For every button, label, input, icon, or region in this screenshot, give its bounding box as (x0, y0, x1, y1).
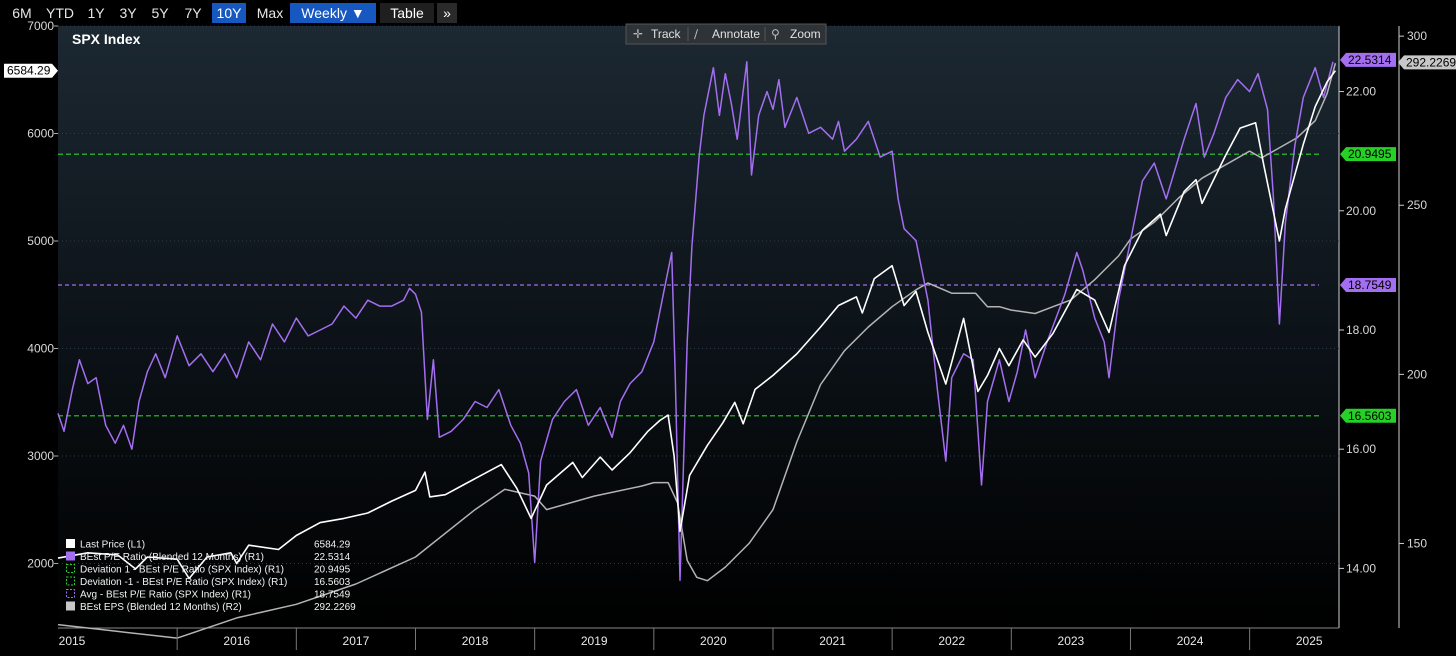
x-tick-label: 2020 (700, 634, 727, 648)
legend-value: 16.5603 (314, 577, 351, 588)
range-6m-button[interactable]: 6M (12, 5, 32, 21)
range-3y-button[interactable]: 3Y (119, 5, 137, 21)
legend-entry: Deviation -1 - BEst P/E Ratio (SPX Index… (66, 576, 351, 588)
x-tick-label: 2023 (1058, 634, 1085, 648)
legend-label: Deviation 1 - BEst P/E Ratio (SPX Index)… (80, 565, 284, 576)
legend-swatch (66, 576, 75, 586)
plot-background (58, 26, 1339, 628)
value-badges: 6584.29 22.5314 20.9495 18.7549 16.5603 292.2… (4, 52, 1456, 423)
pencil-icon: ∕ (694, 27, 699, 41)
right-axis-eps-ticks: 150 200 250 300 (1398, 26, 1427, 628)
crosshair-icon: ✛ (633, 27, 643, 41)
eps-tick-label: 250 (1407, 198, 1427, 212)
last-price-badge: 6584.29 (4, 63, 58, 78)
last-price-line (57, 70, 1337, 580)
avg-pe-badge: 18.7549 (1340, 277, 1396, 292)
legend-label: Last Price (L1) (80, 540, 145, 551)
eps-line (57, 63, 1337, 639)
legend-label: BEst EPS (Blended 12 Months) (R2) (80, 602, 242, 613)
left-tick-label: 2000 (27, 557, 54, 571)
annotate-label: Annotate (712, 27, 760, 41)
legend-value: 6584.29 (314, 540, 351, 551)
range-1y-button[interactable]: 1Y (87, 5, 105, 21)
legend-entry: BEst EPS (Blended 12 Months) (R2) 292.226… (66, 601, 356, 613)
eps-tick-label: 150 (1407, 536, 1427, 550)
svg-text:292.2269: 292.2269 (1406, 55, 1456, 69)
legend-swatch (66, 589, 75, 598)
deviation-minus-badge: 16.5603 (1340, 408, 1396, 423)
legend-swatch (66, 601, 75, 611)
svg-text:16.5603: 16.5603 (1348, 409, 1392, 423)
eps-tick-label: 300 (1407, 29, 1427, 43)
legend-swatch (66, 551, 75, 561)
x-tick-label: 2025 (1296, 634, 1323, 648)
legend-value: 20.9495 (314, 565, 351, 576)
x-axis-ticks: 2015 2016 2017 2018 2019 2020 2021 2022 2023 2024… (59, 628, 1323, 650)
magnifier-icon: ⚲ (771, 27, 780, 41)
pe-ratio-badge: 22.5314 (1340, 52, 1396, 67)
legend-value: 22.5314 (314, 552, 351, 563)
pe-tick-label: 22.00 (1346, 85, 1376, 99)
range-max-button[interactable]: Max (256, 5, 284, 21)
range-5y-button[interactable]: 5Y (151, 5, 169, 21)
pe-tick-label: 16.00 (1346, 442, 1376, 456)
right-axis-pe-ticks: 14.00 16.00 18.00 20.00 22.00 (1339, 85, 1376, 575)
zoom-label: Zoom (790, 27, 821, 41)
pe-tick-label: 18.00 (1346, 323, 1376, 337)
left-tick-label: 4000 (27, 342, 54, 356)
legend-swatch (66, 539, 75, 548)
legend-value: 292.2269 (314, 602, 356, 613)
table-button[interactable]: Table (380, 3, 434, 23)
legend-entry: Last Price (L1) 6584.29 (66, 539, 351, 551)
x-tick-label: 2016 (223, 634, 250, 648)
svg-text:20.9495: 20.9495 (1348, 147, 1392, 161)
pe-tick-label: 20.00 (1346, 204, 1376, 218)
frequency-dropdown[interactable]: Weekly ▼ (290, 3, 376, 23)
left-tick-label: 6000 (27, 127, 54, 141)
deviation-plus-badge: 20.9495 (1340, 147, 1396, 162)
x-tick-label: 2021 (819, 634, 846, 648)
chart-tools-bar: ✛ Track ∕ Annotate ⚲ Zoom (625, 23, 827, 45)
x-tick-label: 2017 (343, 634, 370, 648)
range-7y-button[interactable]: 7Y (184, 5, 202, 21)
pe-ratio-line (57, 61, 1334, 582)
svg-text:22.5314: 22.5314 (1348, 53, 1392, 67)
zoom-tool[interactable]: ⚲ Zoom (771, 27, 821, 41)
range-toolbar: 6M YTD 1Y 3Y 5Y 7Y 10Y Max Weekly ▼ Tabl… (0, 0, 1456, 26)
svg-text:6584.29: 6584.29 (7, 64, 51, 78)
legend-swatch (66, 564, 75, 573)
left-tick-label: 7000 (27, 19, 54, 33)
eps-tick-label: 200 (1407, 367, 1427, 381)
pe-tick-label: 14.00 (1346, 561, 1376, 575)
x-tick-label: 2022 (938, 634, 965, 648)
svg-text:18.7549: 18.7549 (1348, 278, 1392, 292)
x-tick-label: 2015 (59, 634, 86, 648)
left-tick-label: 3000 (27, 449, 54, 463)
track-label: Track (651, 27, 682, 41)
series-lines (57, 61, 1337, 639)
legend-value: 18.7549 (314, 590, 351, 601)
x-tick-label: 2024 (1177, 634, 1204, 648)
range-10y-button[interactable]: 10Y (212, 3, 246, 23)
legend-label: Deviation -1 - BEst P/E Ratio (SPX Index… (80, 577, 287, 588)
more-options-button[interactable]: » (437, 3, 457, 23)
annotate-tool[interactable]: ∕ Annotate (694, 27, 760, 41)
legend-entry: Deviation 1 - BEst P/E Ratio (SPX Index)… (66, 564, 351, 576)
range-ytd-button[interactable]: YTD (46, 5, 74, 21)
eps-badge: 292.2269 (1398, 55, 1456, 70)
x-tick-label: 2018 (462, 634, 489, 648)
reference-lines (58, 153, 1319, 417)
legend-label: BEst P/E Ratio (Blended 12 Months) (R1) (80, 552, 264, 563)
left-tick-label: 5000 (27, 234, 54, 248)
left-axis-ticks: 2000 3000 4000 5000 6000 7000 (27, 19, 58, 571)
chart-title: SPX Index (72, 31, 141, 47)
legend-entry: BEst P/E Ratio (Blended 12 Months) (R1) 2… (66, 551, 351, 563)
legend-label: Avg - BEst P/E Ratio (SPX Index) (R1) (80, 590, 251, 601)
x-tick-label: 2019 (581, 634, 608, 648)
legend-entry: Avg - BEst P/E Ratio (SPX Index) (R1) 18.… (66, 589, 351, 601)
track-tool[interactable]: ✛ Track (633, 27, 682, 41)
